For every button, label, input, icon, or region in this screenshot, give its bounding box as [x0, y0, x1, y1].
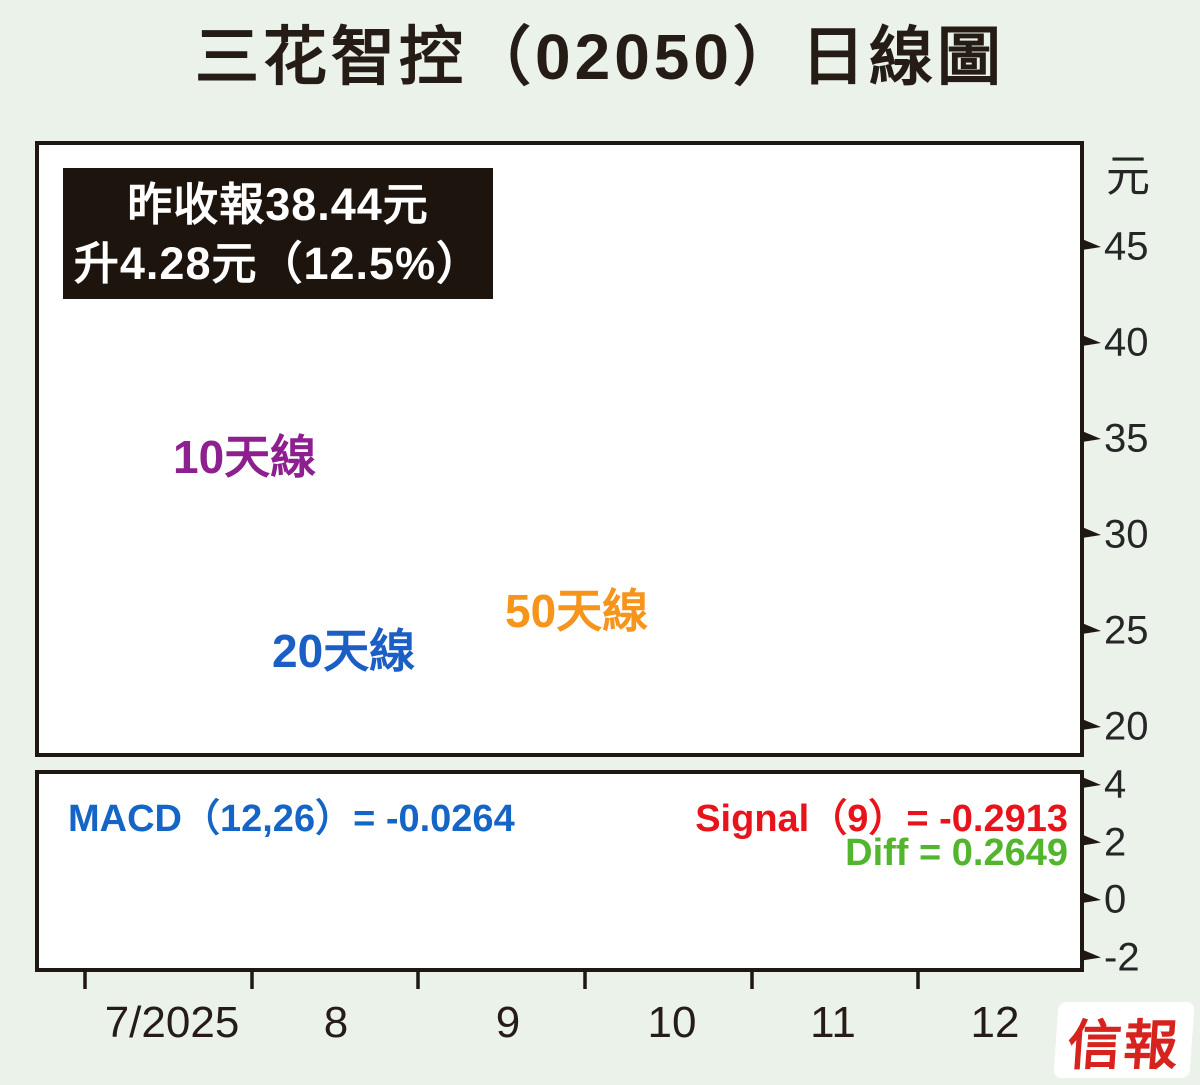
x-label-9: 9: [495, 998, 521, 1047]
price-unit-label: 元: [1106, 152, 1150, 201]
price-tick-20: 20: [1104, 704, 1149, 749]
annotation-line1: 昨收報38.44元: [127, 179, 429, 230]
ma50-label: 50天線: [505, 585, 649, 637]
ma10-label: 10天線: [173, 431, 317, 483]
macd-value-label: MACD（12,26）= -0.0264: [68, 798, 515, 840]
price-tick-35: 35: [1104, 416, 1149, 461]
price-tick-30: 30: [1104, 512, 1149, 557]
macd-tick-4: 4: [1104, 762, 1127, 807]
ma20-label: 20天線: [272, 625, 416, 677]
x-label-10: 10: [647, 998, 697, 1047]
annotation-line2: 升4.28元（12.5%）: [73, 238, 483, 290]
diff-value-label: Diff = 0.2649: [845, 832, 1068, 874]
hkej-logo: 信報: [1053, 1002, 1195, 1078]
x-label-12: 12: [970, 998, 1020, 1047]
macd-panel: [35, 770, 1084, 972]
x-label-7-2025: 7/2025: [104, 998, 240, 1047]
price-tick-40: 40: [1104, 320, 1149, 365]
last-close-annotation: 昨收報38.44元 升4.28元（12.5%）: [63, 168, 493, 299]
price-tick-45: 45: [1104, 224, 1149, 269]
x-label-8: 8: [323, 998, 349, 1047]
price-tick-25: 25: [1104, 608, 1149, 653]
x-label-11: 11: [810, 998, 856, 1047]
signal-value-label: Signal（9）= -0.2913: [695, 798, 1068, 840]
page-title: 三花智控（02050）日線圖: [195, 21, 1005, 93]
macd-tick--2: -2: [1104, 935, 1140, 979]
macd-tick-2: 2: [1104, 820, 1127, 864]
macd-tick-0: 0: [1104, 877, 1127, 922]
